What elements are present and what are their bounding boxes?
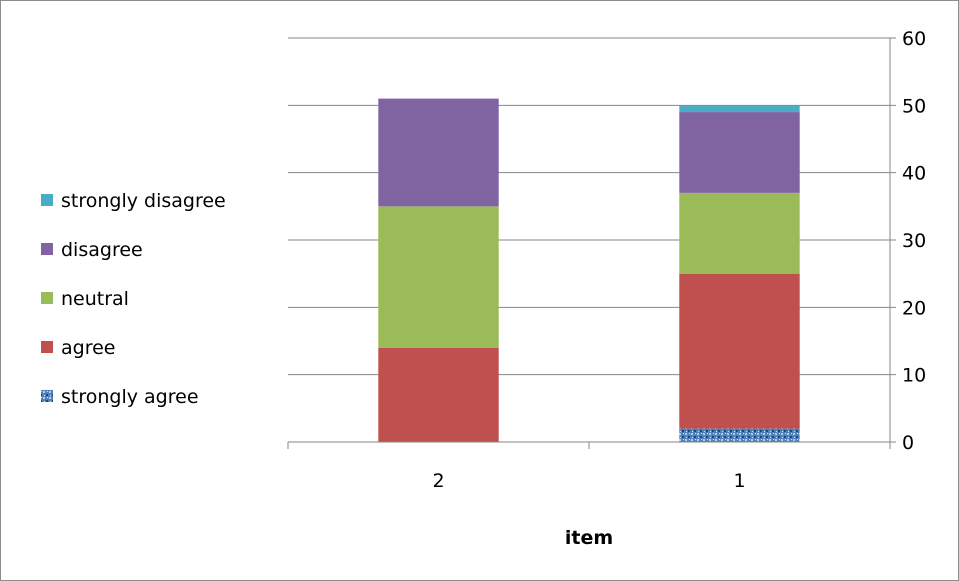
y-tick-label: 30 [902,230,926,252]
y-tick-label: 50 [902,95,926,117]
bar-segment [679,274,799,429]
legend-swatch [41,341,53,353]
bar-segment [679,112,799,193]
bar-segment [679,429,799,442]
x-axis-title: item [565,527,613,549]
legend: strongly disagree disagree neutral agree str… [41,190,226,408]
legend-label: strongly agree [61,386,199,408]
legend-swatch [41,243,53,255]
y-tick-label: 0 [902,432,914,454]
bar-segment [378,206,498,347]
legend-swatch [41,194,53,206]
y-tick-label: 20 [902,297,926,319]
y-tick-label: 60 [902,28,926,50]
legend-swatch [41,390,53,402]
bar-segment [378,348,498,442]
legend-label: neutral [61,288,129,310]
legend-swatch [41,292,53,304]
y-tick-label: 10 [902,365,926,387]
x-tick-label: 2 [432,470,444,492]
legend-label: disagree [61,239,143,261]
legend-label: agree [61,337,115,359]
legend-label: strongly disagree [61,190,226,212]
bar-segment [679,193,799,274]
y-tick-label: 40 [902,163,926,185]
bars [378,99,799,442]
bar-segment [378,99,498,207]
bar-segment [679,105,799,112]
x-tick-label: 1 [733,470,745,492]
